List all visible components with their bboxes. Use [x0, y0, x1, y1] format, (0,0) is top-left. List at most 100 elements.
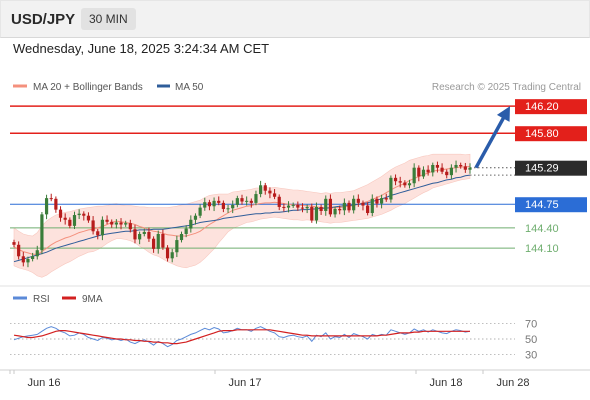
- candle-body: [379, 198, 384, 204]
- candle-body: [328, 198, 333, 215]
- candle-body: [417, 167, 421, 177]
- candle-body: [249, 200, 253, 203]
- candle-body: [263, 185, 267, 191]
- candle-body: [147, 231, 151, 239]
- candle-body: [100, 219, 105, 236]
- candle-body: [21, 256, 25, 263]
- candle-body: [268, 190, 272, 194]
- candle-body: [77, 213, 81, 216]
- ma20-line: [13, 165, 471, 255]
- candle-body: [35, 250, 39, 257]
- candle-body: [17, 244, 21, 257]
- candle-body: [435, 164, 440, 168]
- candle-body: [165, 247, 170, 259]
- candle-body: [193, 215, 198, 220]
- rsi-tick-70: 70: [525, 319, 537, 331]
- candle-body: [286, 205, 291, 208]
- level-tag-pivot: [515, 197, 587, 213]
- candle-body: [12, 242, 16, 245]
- level-label-146.20: 146.20: [525, 101, 559, 113]
- candle-body: [398, 181, 402, 183]
- candle-body: [324, 198, 328, 211]
- candle-body: [449, 167, 453, 176]
- candle-body: [347, 202, 351, 211]
- ma50-legend-label: MA 50: [175, 82, 204, 93]
- candle-body: [407, 183, 412, 186]
- candle-body: [72, 215, 77, 226]
- candle-body: [277, 196, 281, 207]
- candle-body: [31, 256, 35, 260]
- candle-body: [26, 259, 30, 263]
- x-tick-jun-18: Jun 18: [429, 377, 462, 389]
- candle-body: [105, 219, 109, 222]
- candle-body: [366, 205, 370, 214]
- candle-body: [333, 208, 337, 215]
- candle-body: [310, 206, 314, 221]
- candle-body: [245, 200, 249, 202]
- candle-body: [175, 240, 179, 253]
- candle-body: [179, 233, 184, 241]
- candle-body: [384, 198, 388, 200]
- candle-body: [352, 198, 356, 211]
- candle-body: [468, 167, 472, 170]
- candle-body: [82, 213, 86, 216]
- candle-body: [342, 202, 346, 211]
- candle-body: [296, 204, 300, 208]
- candle-body: [226, 208, 230, 210]
- candle-body: [189, 219, 193, 229]
- candle-body: [96, 231, 100, 236]
- candle-body: [133, 229, 137, 240]
- candle-body: [151, 238, 156, 249]
- candle-body: [124, 223, 128, 225]
- candle-body: [235, 198, 239, 205]
- candle-body: [54, 198, 58, 210]
- projection-arrow-shaft: [474, 113, 508, 169]
- candle-body: [86, 215, 91, 221]
- x-tick-jun-16: Jun 16: [27, 377, 60, 389]
- candle-body: [412, 167, 416, 184]
- candle-body: [110, 221, 114, 225]
- candle-body: [454, 164, 458, 168]
- rsi-tick-50: 50: [525, 334, 537, 346]
- candle-body: [305, 206, 309, 209]
- candle-body: [217, 200, 221, 203]
- candle-body: [198, 207, 202, 216]
- candle-body: [356, 198, 360, 203]
- projection-arrow-head: [496, 106, 510, 122]
- candle-body: [156, 233, 160, 249]
- candle-body: [440, 167, 444, 172]
- candle-body: [231, 204, 235, 209]
- level-tag-last_price: [515, 160, 587, 176]
- candle-body: [393, 177, 398, 182]
- rsi-legend-label: RSI: [33, 294, 50, 305]
- candle-body: [459, 164, 463, 167]
- candle-body: [426, 169, 430, 173]
- candle-body: [403, 182, 407, 186]
- level-tag-resistance: [515, 99, 587, 115]
- candle-body: [63, 217, 67, 220]
- candle-body: [44, 198, 49, 215]
- candle-body: [128, 223, 132, 230]
- candle-body: [119, 222, 123, 225]
- level-label-145.29: 145.29: [525, 163, 559, 175]
- candle-body: [300, 207, 305, 209]
- candle-body: [421, 169, 426, 177]
- candle-body: [212, 200, 216, 207]
- header-bar: USD/JPY 30 MIN: [0, 0, 590, 38]
- candle-body: [314, 206, 319, 221]
- candle-body: [138, 233, 142, 240]
- ma50-line: [13, 174, 471, 263]
- candle-body: [338, 208, 342, 211]
- timeframe-button[interactable]: 30 MIN: [81, 8, 136, 30]
- candle-body: [40, 214, 44, 251]
- candle-body: [431, 164, 435, 173]
- candle-body: [184, 228, 188, 234]
- level-label-145.80: 145.80: [525, 128, 559, 140]
- candle-body: [375, 198, 379, 204]
- candle-body: [254, 194, 258, 203]
- candle-body: [161, 233, 165, 248]
- candle-body: [445, 171, 449, 176]
- candle-body: [272, 193, 277, 197]
